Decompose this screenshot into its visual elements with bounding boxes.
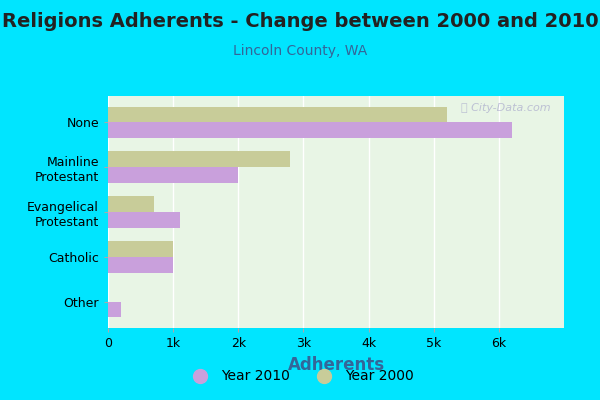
Bar	[108, 122, 512, 138]
Bar	[108, 106, 447, 122]
Text: Religions Adherents - Change between 2000 and 2010: Religions Adherents - Change between 200…	[2, 12, 598, 31]
Bar	[108, 212, 179, 228]
Legend: Year 2010, Year 2000: Year 2010, Year 2000	[181, 364, 419, 389]
Bar	[108, 241, 173, 257]
Bar	[108, 167, 238, 183]
Bar	[108, 257, 173, 272]
Text: ⓘ City-Data.com: ⓘ City-Data.com	[461, 103, 550, 113]
X-axis label: Adherents: Adherents	[287, 356, 385, 374]
Bar	[108, 196, 154, 212]
Text: Lincoln County, WA: Lincoln County, WA	[233, 44, 367, 58]
Bar	[108, 152, 290, 167]
Bar	[108, 302, 121, 318]
